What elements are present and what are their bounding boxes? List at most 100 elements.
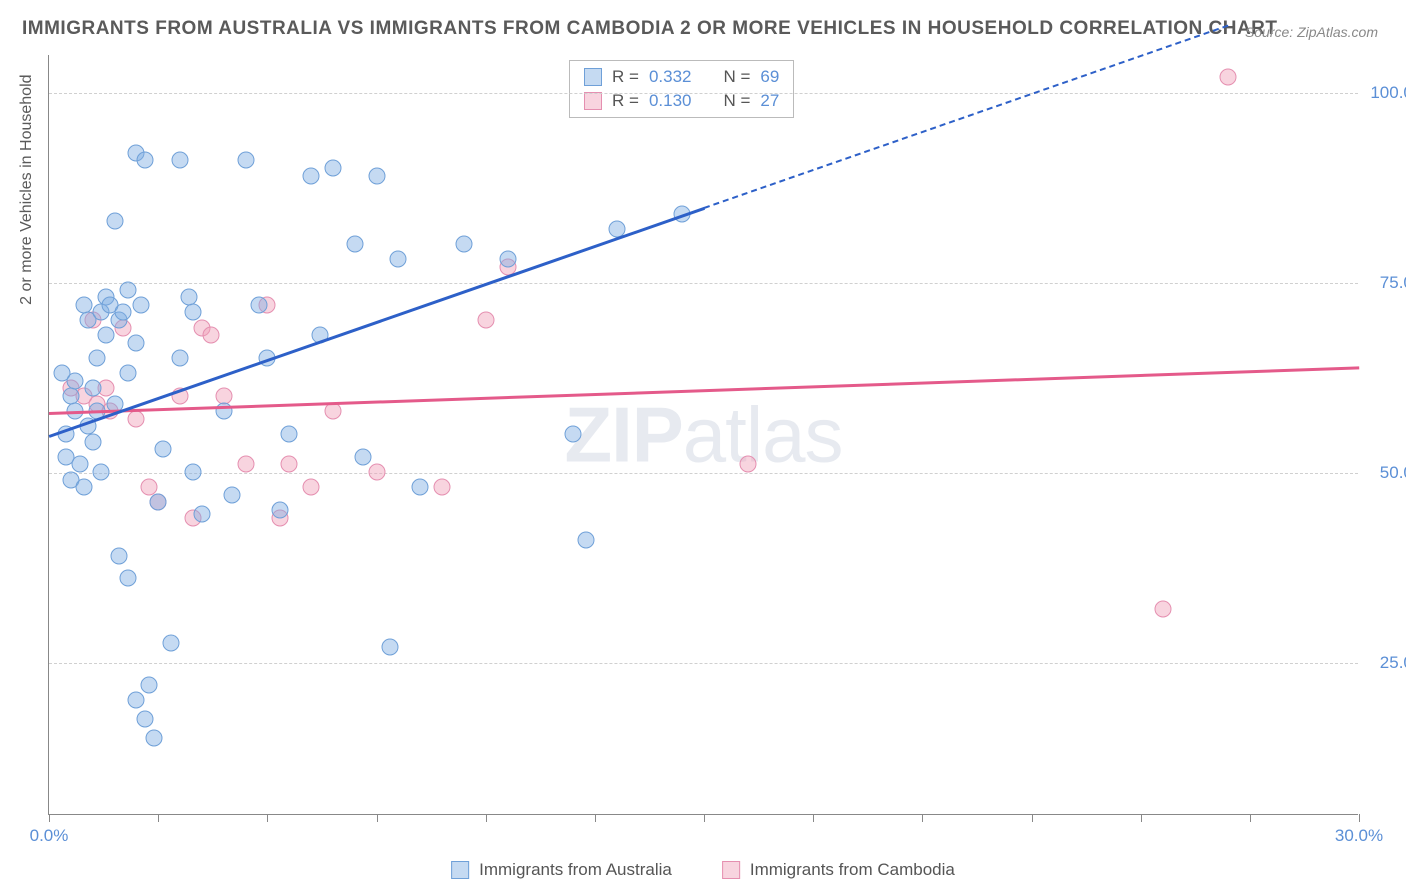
- data-point-australia: [154, 441, 171, 458]
- n-value-a: 69: [760, 67, 779, 87]
- data-point-australia: [163, 635, 180, 652]
- data-point-cambodia: [477, 312, 494, 329]
- n-label-a: N =: [723, 67, 750, 87]
- data-point-australia: [128, 334, 145, 351]
- legend-label-australia: Immigrants from Australia: [479, 860, 672, 880]
- x-tick: [922, 814, 923, 822]
- data-point-australia: [368, 167, 385, 184]
- source-value: ZipAtlas.com: [1297, 24, 1378, 40]
- series-legend: Immigrants from Australia Immigrants fro…: [451, 860, 955, 880]
- legend-item-cambodia: Immigrants from Cambodia: [722, 860, 955, 880]
- r-value-a: 0.332: [649, 67, 692, 87]
- data-point-australia: [381, 638, 398, 655]
- x-tick: [595, 814, 596, 822]
- data-point-australia: [137, 152, 154, 169]
- legend-item-australia: Immigrants from Australia: [451, 860, 672, 880]
- data-point-australia: [115, 304, 132, 321]
- data-point-australia: [145, 730, 162, 747]
- data-point-australia: [237, 152, 254, 169]
- gridline: [49, 283, 1358, 284]
- r-label-a: R =: [612, 67, 639, 87]
- chart-plot-area: ZIPatlas R = 0.332 N = 69 R = 0.130 N = …: [48, 55, 1358, 815]
- x-tick: [49, 814, 50, 822]
- data-point-cambodia: [128, 410, 145, 427]
- watermark-light: atlas: [683, 390, 843, 478]
- gridline: [49, 473, 1358, 474]
- y-axis-label: 2 or more Vehicles in Household: [18, 74, 36, 304]
- data-point-australia: [172, 350, 189, 367]
- data-point-australia: [71, 456, 88, 473]
- stats-row-australia: R = 0.332 N = 69: [584, 65, 779, 89]
- data-point-australia: [110, 547, 127, 564]
- legend-label-cambodia: Immigrants from Cambodia: [750, 860, 955, 880]
- data-point-australia: [137, 711, 154, 728]
- data-point-australia: [224, 486, 241, 503]
- data-point-australia: [578, 532, 595, 549]
- y-tick-label: 100.0%: [1368, 83, 1406, 103]
- data-point-cambodia: [1154, 600, 1171, 617]
- data-point-australia: [119, 570, 136, 587]
- source-label: Source:: [1245, 24, 1297, 40]
- data-point-australia: [565, 426, 582, 443]
- x-tick-label: 0.0%: [30, 826, 69, 846]
- data-point-cambodia: [739, 456, 756, 473]
- data-point-australia: [185, 464, 202, 481]
- x-tick: [813, 814, 814, 822]
- data-point-australia: [355, 448, 372, 465]
- x-tick: [486, 814, 487, 822]
- data-point-cambodia: [434, 479, 451, 496]
- data-point-australia: [172, 152, 189, 169]
- x-tick: [1250, 814, 1251, 822]
- legend-swatch-australia: [451, 861, 469, 879]
- trend-line: [49, 367, 1359, 415]
- data-point-cambodia: [281, 456, 298, 473]
- watermark: ZIPatlas: [564, 389, 842, 480]
- data-point-australia: [89, 350, 106, 367]
- data-point-australia: [324, 160, 341, 177]
- data-point-australia: [84, 380, 101, 397]
- swatch-australia: [584, 68, 602, 86]
- data-point-australia: [193, 505, 210, 522]
- data-point-australia: [412, 479, 429, 496]
- x-tick: [1359, 814, 1360, 822]
- data-point-australia: [119, 281, 136, 298]
- data-point-cambodia: [324, 403, 341, 420]
- legend-swatch-cambodia: [722, 861, 740, 879]
- data-point-australia: [84, 433, 101, 450]
- data-point-australia: [499, 251, 516, 268]
- data-point-australia: [303, 167, 320, 184]
- x-tick: [158, 814, 159, 822]
- watermark-bold: ZIP: [564, 390, 682, 478]
- x-tick: [267, 814, 268, 822]
- x-tick: [704, 814, 705, 822]
- data-point-australia: [150, 494, 167, 511]
- data-point-australia: [185, 304, 202, 321]
- data-point-australia: [106, 213, 123, 230]
- data-point-australia: [281, 426, 298, 443]
- n-value-c: 27: [760, 91, 779, 111]
- data-point-australia: [455, 236, 472, 253]
- x-tick: [1032, 814, 1033, 822]
- swatch-cambodia: [584, 92, 602, 110]
- data-point-cambodia: [237, 456, 254, 473]
- data-point-australia: [119, 365, 136, 382]
- data-point-australia: [93, 464, 110, 481]
- data-point-australia: [132, 296, 149, 313]
- y-tick-label: 25.0%: [1368, 653, 1406, 673]
- r-value-c: 0.130: [649, 91, 692, 111]
- data-point-australia: [250, 296, 267, 313]
- source-attribution: Source: ZipAtlas.com: [1245, 24, 1378, 40]
- data-point-australia: [128, 692, 145, 709]
- r-label-c: R =: [612, 91, 639, 111]
- data-point-cambodia: [202, 327, 219, 344]
- y-tick-label: 50.0%: [1368, 463, 1406, 483]
- data-point-australia: [272, 502, 289, 519]
- data-point-cambodia: [368, 464, 385, 481]
- stats-legend-box: R = 0.332 N = 69 R = 0.130 N = 27: [569, 60, 794, 118]
- x-tick: [377, 814, 378, 822]
- data-point-cambodia: [303, 479, 320, 496]
- gridline: [49, 663, 1358, 664]
- y-tick-label: 75.0%: [1368, 273, 1406, 293]
- x-tick-label: 30.0%: [1335, 826, 1383, 846]
- data-point-australia: [141, 676, 158, 693]
